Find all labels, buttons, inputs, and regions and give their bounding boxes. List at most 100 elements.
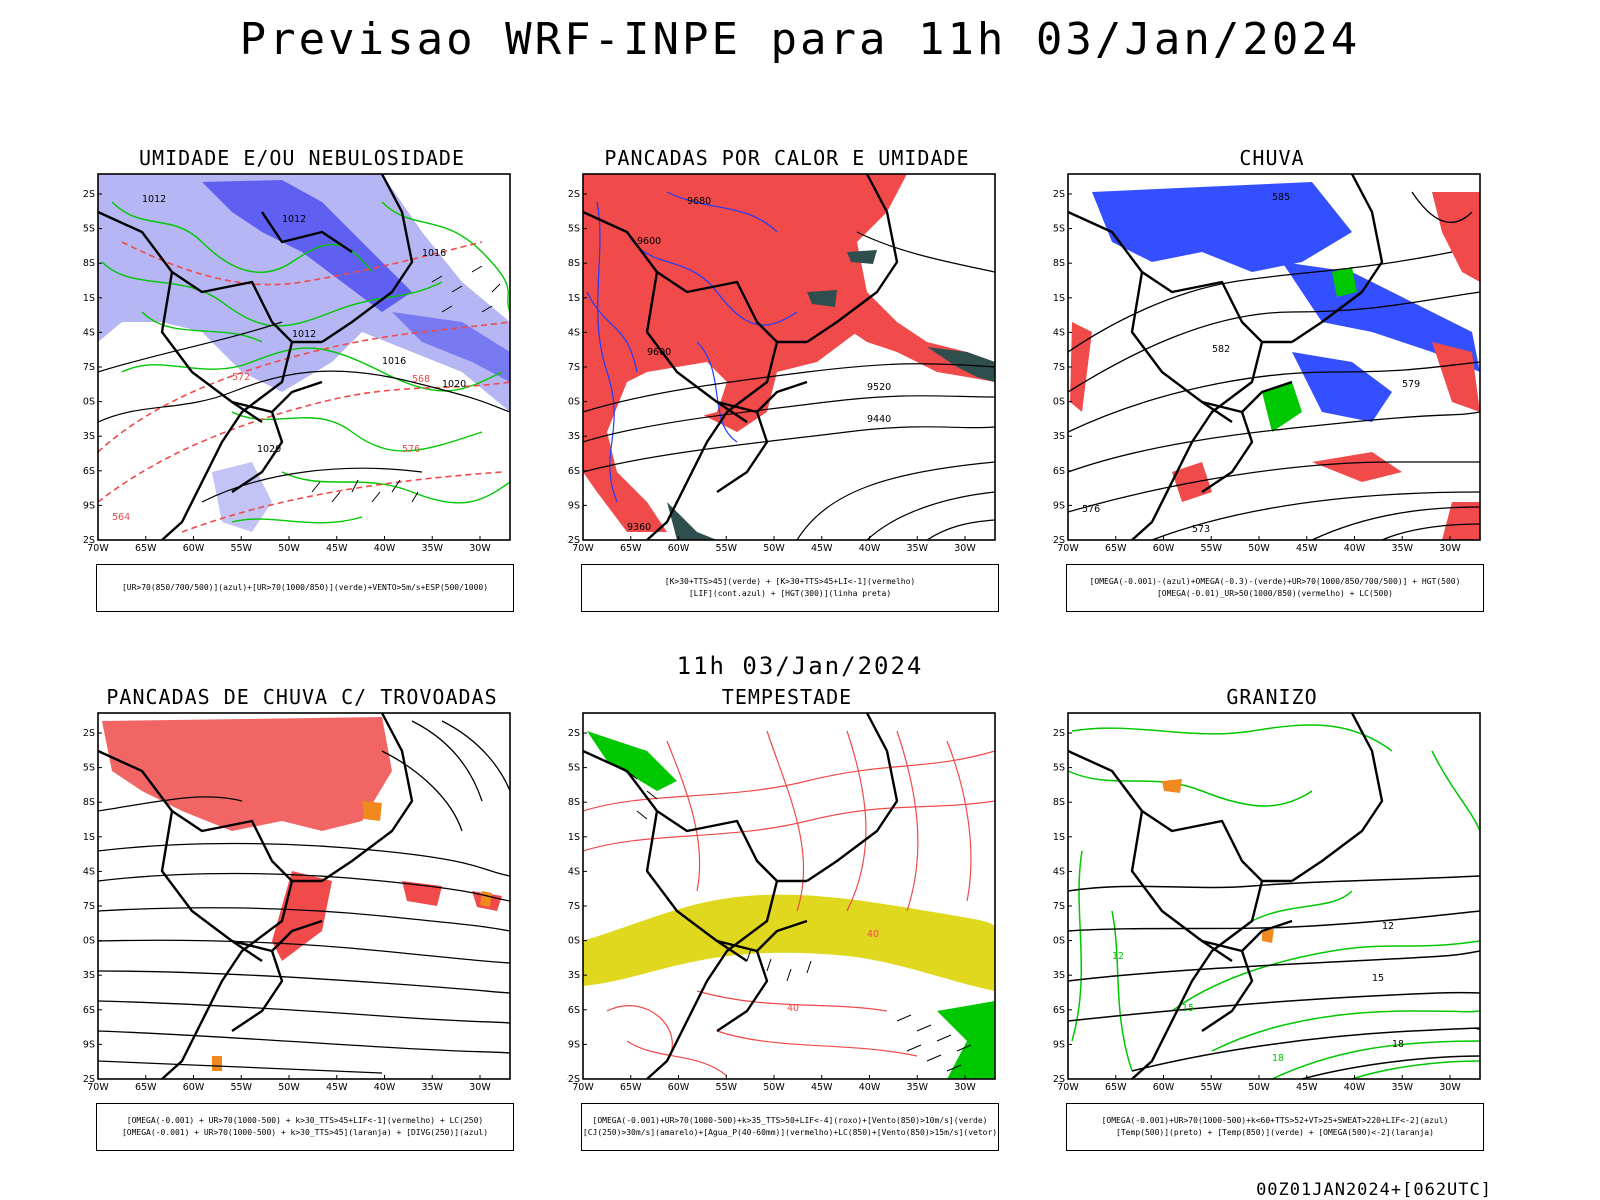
legend-box: [OMEGA(-0.001) + UR>70(1000-500) + k>30_…	[96, 1103, 514, 1151]
lat-tick-label: 21S	[567, 832, 580, 843]
mid-title: 11h 03/Jan/2024	[676, 652, 924, 680]
lat-tick-label: 33S	[1052, 970, 1065, 981]
lat-tick-label: 27S	[567, 362, 580, 373]
lon-tick-label: 30W	[469, 543, 491, 554]
lat-tick-label: 21S	[1052, 832, 1065, 843]
lon-tick-label: 45W	[1296, 543, 1318, 554]
lon-tick-label: 65W	[135, 1082, 157, 1093]
lon-tick-label: 35W	[422, 543, 444, 554]
lon-tick-label: 55W	[231, 543, 253, 554]
legend-line: [OMEGA(-0.001)+UR>70(1000-500)+k>35_TTS>…	[592, 1116, 988, 1125]
svg-text:40: 40	[787, 1003, 799, 1014]
panel-title: PANCADAS DE CHUVA C/ TROVOADAS	[106, 685, 498, 709]
lat-tick-label: 33S	[82, 970, 95, 981]
legend-line: [OMEGA(-0.001)+UR>70(1000-500)+k<60+TTS>…	[1101, 1116, 1449, 1125]
svg-text:572: 572	[232, 372, 250, 383]
lat-tick-label: 36S	[82, 466, 95, 477]
lon-axis: 70W 65W 60W 55W 50W 45W 40W 35W 30W	[572, 536, 976, 554]
lon-axis: 70W 65W 60W 55W 50W 45W 40W 35W 30W	[87, 536, 491, 554]
lat-tick-label: 36S	[567, 1005, 580, 1016]
lat-tick-label: 12S	[1052, 189, 1065, 200]
lat-tick-label: 21S	[82, 832, 95, 843]
lat-tick-label: 39S	[82, 500, 95, 511]
lat-tick-label: 15S	[1052, 763, 1065, 774]
lat-tick-label: 30S	[567, 397, 580, 408]
lat-tick-label: 30S	[82, 936, 95, 947]
lon-tick-label: 65W	[1105, 1082, 1127, 1093]
lon-tick-label: 60W	[1153, 1082, 1175, 1093]
svg-text:9600: 9600	[637, 236, 661, 247]
lat-tick-label: 39S	[567, 500, 580, 511]
lat-tick-label: 36S	[1052, 1005, 1065, 1016]
lat-tick-label: 27S	[1052, 901, 1065, 912]
lat-tick-label: 18S	[1052, 797, 1065, 808]
lat-tick-label: 33S	[1052, 431, 1065, 442]
svg-text:1012: 1012	[282, 214, 306, 225]
lat-tick-label: 12S	[1052, 728, 1065, 739]
lat-tick-label: 39S	[1052, 1039, 1065, 1050]
lat-tick-label: 39S	[1052, 500, 1065, 511]
panel-granizo: GRANIZO	[1052, 685, 1492, 1163]
lon-tick-label: 70W	[1057, 543, 1079, 554]
lon-tick-label: 65W	[1105, 543, 1127, 554]
map-content: 9680 9600 9600 9520 9440 9360	[582, 173, 996, 541]
legend-line: [OMEGA(-0.01)_UR>50(1000/850)(vermelho) …	[1156, 589, 1393, 598]
svg-text:40: 40	[867, 929, 879, 940]
svg-text:576: 576	[402, 444, 420, 455]
lon-tick-label: 65W	[135, 543, 157, 554]
lat-tick-label: 33S	[567, 970, 580, 981]
lon-axis: 70W 65W 60W 55W 50W 45W 40W 35W 30W	[1057, 536, 1461, 554]
svg-text:12: 12	[1382, 921, 1394, 932]
svg-text:585: 585	[1272, 192, 1290, 203]
lat-tick-label: 24S	[82, 327, 95, 338]
lon-tick-label: 70W	[572, 543, 594, 554]
lat-tick-label: 18S	[82, 797, 95, 808]
lon-tick-label: 45W	[326, 543, 348, 554]
svg-text:15: 15	[1372, 973, 1384, 984]
lat-tick-label: 12S	[82, 189, 95, 200]
legend-line: [UR>70(850/700/500)](azul)+[UR>70(1000/8…	[121, 583, 489, 592]
lat-tick-label: 36S	[1052, 466, 1065, 477]
legend-box: [OMEGA(-0.001)-(azul)+OMEGA(-0.3)-(verde…	[1066, 564, 1484, 612]
svg-text:15: 15	[1182, 1003, 1194, 1014]
svg-text:564: 564	[112, 512, 130, 523]
lon-tick-label: 35W	[1392, 1082, 1414, 1093]
lon-tick-label: 45W	[811, 543, 833, 554]
map-content: 585 582 579 576 573	[1067, 173, 1481, 541]
lon-tick-label: 65W	[620, 1082, 642, 1093]
lon-tick-label: 35W	[1392, 543, 1414, 554]
svg-text:9520: 9520	[867, 382, 891, 393]
svg-text:582: 582	[1212, 344, 1230, 355]
svg-text:576: 576	[1082, 504, 1100, 515]
lat-tick-label: 42S	[567, 1074, 580, 1085]
lon-tick-label: 60W	[668, 543, 690, 554]
lon-tick-label: 30W	[1439, 1082, 1461, 1093]
lon-tick-label: 45W	[326, 1082, 348, 1093]
lat-tick-label: 42S	[1052, 535, 1065, 546]
lat-tick-label: 24S	[567, 866, 580, 877]
svg-text:18: 18	[1272, 1053, 1284, 1064]
lon-axis: 70W 65W 60W 55W 50W 45W 40W 35W 30W	[572, 1075, 976, 1093]
legend-line: [CJ(250)>30m/s](amarelo)+[Agua_P(40-60mm…	[582, 1128, 998, 1137]
lat-tick-label: 42S	[82, 1074, 95, 1085]
run-info: 00Z01JAN2024+[062UTC]	[1256, 1180, 1492, 1200]
map-content	[97, 712, 511, 1080]
lat-tick-label: 18S	[567, 797, 580, 808]
lat-tick-label: 33S	[567, 431, 580, 442]
lon-tick-label: 55W	[1201, 543, 1223, 554]
legend-box: [K>30+TTS>45](verde) + [K>30+TTS>45+LI<-…	[581, 564, 999, 612]
lon-axis: 70W 65W 60W 55W 50W 45W 40W 35W 30W	[87, 1075, 491, 1093]
legend-line: [OMEGA(-0.001)-(azul)+OMEGA(-0.3)-(verde…	[1089, 577, 1461, 586]
panel-title: PANCADAS POR CALOR E UMIDADE	[604, 146, 970, 170]
lon-tick-label: 65W	[620, 543, 642, 554]
map-content: 1012 1012 1012 1016 1016 1020 1020 564 5…	[97, 173, 511, 541]
lon-tick-label: 60W	[1153, 543, 1175, 554]
map-pancadas-trovoadas: 12S 15S 18S 21S 24S 27S 30S 33S 36S 39S 42S 70W 65W…	[82, 712, 511, 1093]
map-tempestade: 40 40 12S15S18S21S24S27S30S33S36S39S42S …	[567, 712, 996, 1093]
map-chuva: 585 582 579 576 573 12S 15S 18S 21S 24S 27S 30…	[1052, 173, 1481, 554]
lat-tick-label: 27S	[1052, 362, 1065, 373]
svg-text:573: 573	[1192, 524, 1210, 535]
legend-box: [OMEGA(-0.001)+UR>70(1000-500)+k>35_TTS>…	[581, 1103, 999, 1151]
lon-tick-label: 45W	[811, 1082, 833, 1093]
lat-tick-label: 27S	[82, 362, 95, 373]
